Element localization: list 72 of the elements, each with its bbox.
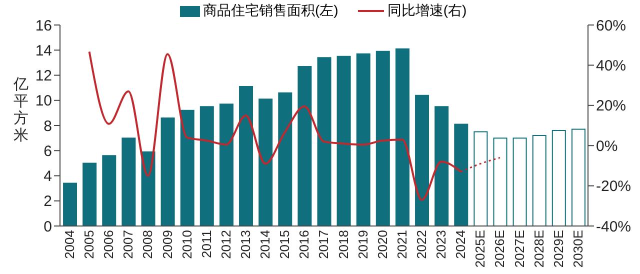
bar (434, 106, 449, 226)
x-tick-label: 2026E (492, 230, 508, 268)
bar (160, 117, 175, 226)
bar (493, 138, 508, 226)
x-tick-label: 2025E (472, 230, 488, 268)
y-tick-label: 14 (35, 42, 52, 60)
x-tick-label: 2009 (160, 230, 175, 259)
bar (336, 56, 351, 226)
y2-tick-label: 40% (596, 58, 626, 75)
bar (454, 124, 468, 226)
x-tick-label: 2027E (512, 230, 527, 268)
bar (395, 48, 410, 226)
bar (474, 131, 488, 226)
bar (239, 86, 254, 226)
y2-tick-label: -40% (596, 218, 632, 236)
x-tick-label: 2018 (336, 230, 351, 259)
x-tick-label: 2015 (277, 230, 292, 259)
bar (122, 138, 136, 226)
y-tick-label: 2 (44, 193, 52, 210)
x-tick-label: 2007 (120, 230, 136, 259)
x-tick-label: 2012 (218, 230, 234, 259)
y2-tick-label: 60% (596, 17, 626, 34)
legend-label: 同比增速(右) (387, 2, 467, 20)
x-tick-label: 2023 (434, 230, 449, 259)
x-tick-label: 2013 (238, 230, 254, 259)
bar (376, 50, 390, 226)
bar (63, 182, 78, 226)
bar (258, 98, 273, 226)
y2-tick-label: 20% (596, 98, 626, 115)
y2-tick-label: -20% (596, 178, 632, 196)
bar (552, 130, 566, 226)
y-tick-label: 0 (44, 218, 52, 236)
y-tick-label: 12 (35, 68, 52, 85)
y-tick-label: 16 (35, 17, 52, 34)
x-tick-label: 2014 (258, 230, 273, 259)
x-tick-label: 2029E (550, 230, 566, 268)
x-tick-label: 2006 (101, 230, 116, 259)
bar (415, 94, 430, 226)
y-tick-label: 10 (35, 92, 52, 110)
bar (532, 135, 546, 226)
bar (141, 151, 156, 226)
x-tick-label: 2022 (414, 230, 430, 259)
x-tick-label: 2016 (296, 230, 312, 259)
x-tick-label: 2010 (179, 230, 194, 259)
y-tick-label: 8 (44, 118, 52, 135)
y-tick-label: 6 (44, 142, 52, 160)
bar (278, 92, 292, 226)
x-tick-label: 2021 (394, 230, 410, 259)
bar (200, 106, 214, 226)
y2-tick-label: 0% (596, 138, 618, 155)
bar (180, 110, 194, 226)
bar (356, 53, 370, 226)
bar (512, 138, 527, 226)
x-tick-label: 2011 (198, 230, 214, 258)
x-tick-label: 2008 (140, 230, 156, 259)
y-tick-label: 4 (44, 168, 52, 186)
bar (298, 66, 312, 226)
legend-label: 商品住宅销售面积(左) (203, 2, 338, 20)
x-tick-label: 2024 (453, 230, 468, 259)
y-axis-title: 亿平方米 (12, 76, 28, 144)
x-tick-label: 2019 (355, 230, 370, 259)
x-tick-label: 2030E (570, 230, 586, 268)
x-tick-label: 2004 (62, 230, 78, 259)
bar (102, 155, 116, 226)
x-tick-label: 2020 (374, 230, 390, 259)
bar (317, 57, 332, 226)
x-tick-label: 2005 (82, 230, 97, 259)
bar (219, 104, 234, 226)
x-tick-label: 2028E (531, 230, 546, 268)
x-tick-label: 2017 (316, 230, 332, 259)
bar (82, 162, 97, 226)
bar (571, 128, 586, 226)
